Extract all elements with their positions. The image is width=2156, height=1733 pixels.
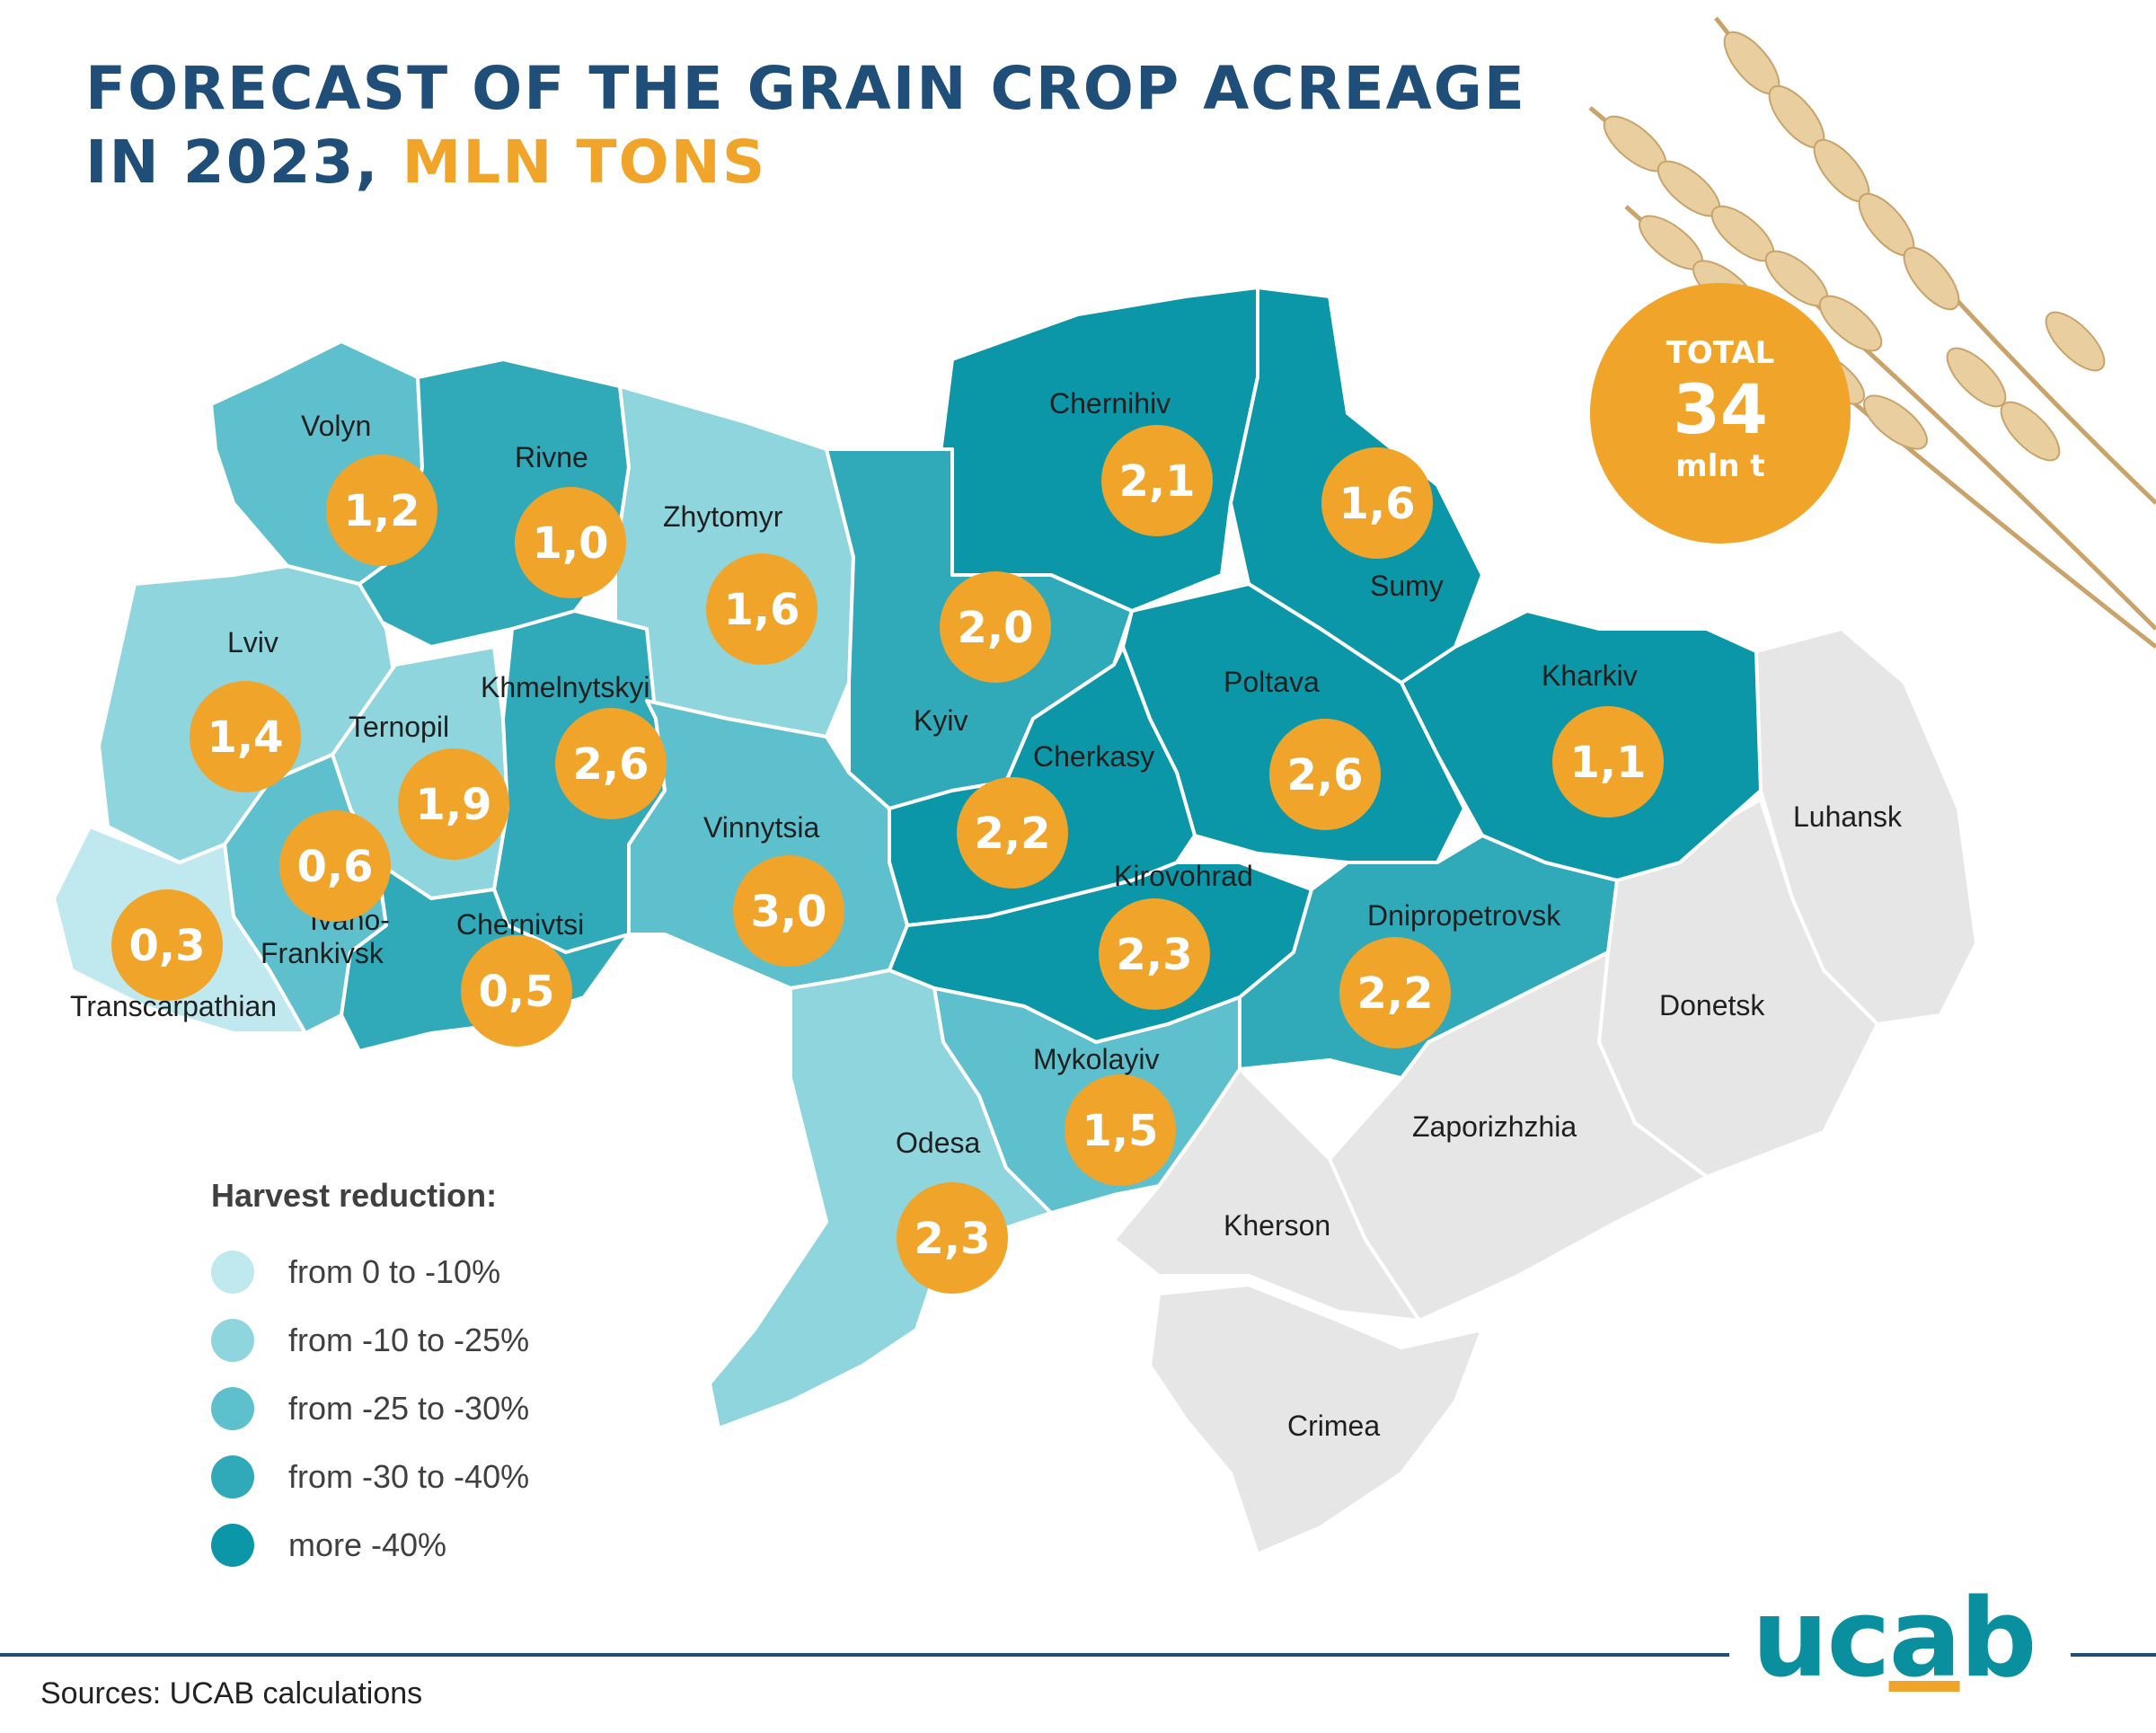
label-chernihiv: Chernihiv [1049,387,1171,420]
region-odesa [708,968,1053,1430]
page-title: FORECAST OF THE GRAIN CROP ACREAGE IN 202… [85,52,1526,199]
svg-text:2,1: 2,1 [1118,456,1195,507]
badge-transcarpathian: 0,3 [111,889,223,1001]
svg-text:1,0: 1,0 [532,518,608,569]
badge-dnipropetrovsk: 2,2 [1339,937,1451,1048]
legend-swatch [211,1387,254,1430]
legend-label: from -10 to -25% [288,1322,530,1358]
label-kherson: Kherson [1224,1209,1330,1242]
label-dnipropetrovsk: Dnipropetrovsk [1367,899,1561,932]
badge-odesa: 2,3 [897,1182,1008,1294]
svg-text:2,0: 2,0 [957,603,1033,653]
legend: Harvest reduction: from 0 to -10% from -… [211,1177,529,1579]
sources-note: Sources: UCAB calculations [40,1676,423,1711]
badge-cherkasy: 2,2 [957,777,1068,889]
title-accent: MLN TONS [402,128,767,197]
label-ternopil: Ternopil [349,711,449,743]
badge-khmelnytskyi: 2,6 [555,708,667,819]
svg-text:2,6: 2,6 [572,739,649,790]
badge-mykolayiv: 1,5 [1065,1074,1176,1186]
badge-vinnytsia: 3,0 [733,855,844,967]
svg-text:2,6: 2,6 [1286,750,1363,800]
region-chernihiv [932,286,1259,613]
label-kharkiv: Kharkiv [1542,659,1638,692]
total-value: 34 [1673,369,1768,449]
badge-kyiv: 2,0 [940,571,1051,683]
legend-label: more -40% [288,1526,447,1563]
label-volyn: Volyn [301,410,371,442]
label-crimea: Crimea [1287,1410,1380,1442]
total-label: TOTAL [1666,335,1775,371]
total-badge: TOTAL 34 mln t [1590,283,1851,544]
svg-text:0,3: 0,3 [128,921,205,971]
legend-title: Harvest reduction: [211,1177,498,1214]
legend-label: from 0 to -10% [288,1253,501,1290]
label-sumy: Sumy [1370,570,1444,602]
label-kyiv: Kyiv [914,704,968,737]
svg-text:1,4: 1,4 [207,712,283,763]
svg-text:1,5: 1,5 [1082,1106,1158,1156]
title-line2: IN 2023, [85,128,402,197]
label-poltava: Poltava [1224,666,1320,698]
label-zhytomyr: Zhytomyr [663,500,783,533]
badge-sumy: 1,6 [1321,447,1433,559]
legend-label: from -30 to -40% [288,1458,530,1495]
total-unit: mln t [1675,448,1765,484]
badge-ternopil: 1,9 [398,748,509,860]
label-mykolayiv: Mykolayiv [1033,1043,1159,1075]
badge-chernivtsi: 0,5 [461,935,572,1047]
legend-item: from -25 to -30% [211,1375,529,1443]
svg-text:1,6: 1,6 [1339,479,1415,529]
svg-text:2,2: 2,2 [1356,968,1433,1019]
svg-text:1,6: 1,6 [723,585,800,635]
badge-ivano-frankivsk: 0,6 [279,810,391,922]
legend-item: from -10 to -25% [211,1306,529,1375]
legend-item: from -30 to -40% [211,1443,529,1511]
svg-text:0,6: 0,6 [296,842,373,892]
label-vinnytsia: Vinnytsia [703,811,819,844]
badge-volyn: 1,2 [326,455,437,566]
region-zaporizhzhia [1328,950,1709,1322]
label-zaporizhzhia: Zaporizhzhia [1412,1110,1577,1143]
badge-kharkiv: 1,1 [1552,706,1664,818]
label-cherkasy: Cherkasy [1033,740,1154,773]
footer-divider-left [0,1653,1729,1657]
legend-label: from -25 to -30% [288,1390,530,1427]
region-crimea [1148,1283,1484,1556]
svg-text:1,1: 1,1 [1569,738,1646,788]
legend-item: more -40% [211,1511,529,1579]
svg-text:2,2: 2,2 [974,809,1050,859]
badge-chernihiv: 2,1 [1101,425,1213,536]
legend-swatch [211,1251,254,1294]
svg-text:1,9: 1,9 [415,780,491,830]
label-khmelnytskyi: Khmelnytskyi [481,671,650,703]
label-lviv: Lviv [227,626,278,659]
svg-text:0,5: 0,5 [478,967,554,1017]
label-rivne: Rivne [515,441,588,473]
legend-swatch [211,1524,254,1567]
badge-poltava: 2,6 [1269,719,1381,830]
legend-swatch [211,1319,254,1362]
badge-rivne: 1,0 [515,487,626,598]
badge-lviv: 1,4 [190,681,301,792]
label-ivano-frankivsk-2: Frankivsk [261,937,384,969]
ucab-logo: ucab [1752,1577,2037,1702]
badge-kirovohrad: 2,3 [1099,898,1210,1010]
title-line1: FORECAST OF THE GRAIN CROP ACREAGE [85,54,1526,123]
label-donetsk: Donetsk [1659,989,1765,1021]
label-kirovohrad: Kirovohrad [1114,860,1253,892]
legend-swatch [211,1455,254,1499]
svg-text:2,3: 2,3 [914,1214,990,1264]
label-luhansk: Luhansk [1793,800,1903,833]
footer-divider-right [2071,1653,2156,1657]
label-odesa: Odesa [896,1127,980,1159]
label-chernivtsi: Chernivtsi [456,908,584,941]
badge-zhytomyr: 1,6 [706,553,817,665]
svg-text:3,0: 3,0 [750,887,826,937]
svg-text:2,3: 2,3 [1116,930,1192,980]
svg-text:1,2: 1,2 [343,486,420,536]
legend-item: from 0 to -10% [211,1238,529,1306]
